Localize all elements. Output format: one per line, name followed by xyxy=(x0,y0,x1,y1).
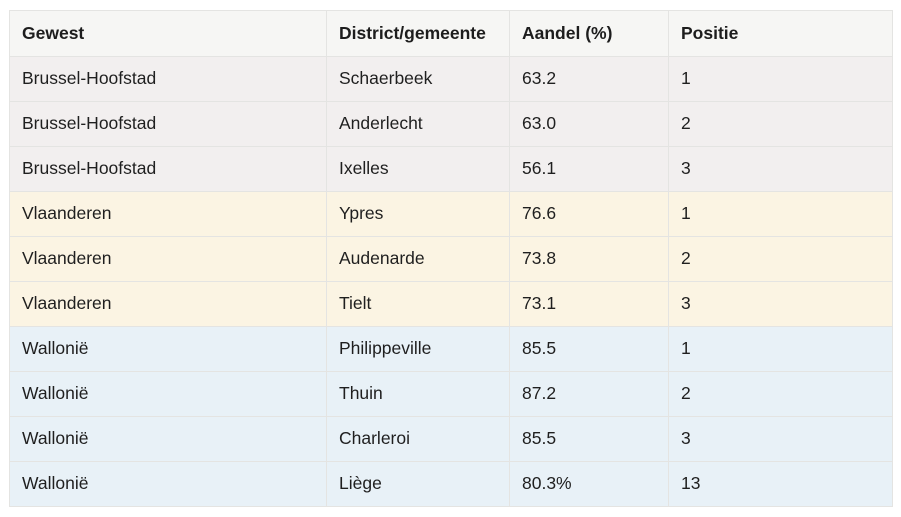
cell-region: Wallonië xyxy=(9,416,327,462)
table-row: Brussel-Hoofstad Ixelles 56.1 3 xyxy=(9,146,893,192)
header-row: Gewest District/gemeente Aandel (%) Posi… xyxy=(9,10,893,57)
results-table-container: Gewest District/gemeente Aandel (%) Posi… xyxy=(9,10,893,507)
column-header-gewest: Gewest xyxy=(9,10,327,57)
table-body: Brussel-Hoofstad Schaerbeek 63.2 1 Bruss… xyxy=(9,56,893,507)
cell-share: 63.0 xyxy=(509,101,669,147)
table-row: Vlaanderen Audenarde 73.8 2 xyxy=(9,236,893,282)
cell-share: 63.2 xyxy=(509,56,669,102)
cell-position: 3 xyxy=(668,146,893,192)
cell-share: 80.3% xyxy=(509,461,669,507)
cell-region: Brussel-Hoofstad xyxy=(9,101,327,147)
cell-share: 87.2 xyxy=(509,371,669,417)
cell-share: 73.8 xyxy=(509,236,669,282)
results-table: Gewest District/gemeente Aandel (%) Posi… xyxy=(9,10,893,507)
cell-district: Tielt xyxy=(326,281,510,327)
table-row: Wallonië Philippeville 85.5 1 xyxy=(9,326,893,372)
cell-district: Liège xyxy=(326,461,510,507)
table-row: Vlaanderen Ypres 76.6 1 xyxy=(9,191,893,237)
table-row: Brussel-Hoofstad Anderlecht 63.0 2 xyxy=(9,101,893,147)
cell-share: 85.5 xyxy=(509,416,669,462)
cell-region: Brussel-Hoofstad xyxy=(9,56,327,102)
cell-district: Thuin xyxy=(326,371,510,417)
cell-position: 1 xyxy=(668,56,893,102)
cell-position: 1 xyxy=(668,326,893,372)
cell-district: Schaerbeek xyxy=(326,56,510,102)
cell-position: 1 xyxy=(668,191,893,237)
cell-district: Ypres xyxy=(326,191,510,237)
cell-district: Audenarde xyxy=(326,236,510,282)
cell-share: 56.1 xyxy=(509,146,669,192)
cell-district: Anderlecht xyxy=(326,101,510,147)
cell-district: Philippeville xyxy=(326,326,510,372)
table-row: Wallonië Thuin 87.2 2 xyxy=(9,371,893,417)
cell-region: Wallonië xyxy=(9,371,327,417)
cell-position: 13 xyxy=(668,461,893,507)
cell-position: 2 xyxy=(668,236,893,282)
cell-position: 2 xyxy=(668,101,893,147)
cell-region: Wallonië xyxy=(9,326,327,372)
cell-position: 2 xyxy=(668,371,893,417)
table-header: Gewest District/gemeente Aandel (%) Posi… xyxy=(9,10,893,57)
table-row: Wallonië Charleroi 85.5 3 xyxy=(9,416,893,462)
cell-district: Charleroi xyxy=(326,416,510,462)
cell-share: 76.6 xyxy=(509,191,669,237)
cell-share: 85.5 xyxy=(509,326,669,372)
column-header-district: District/gemeente xyxy=(326,10,510,57)
column-header-aandel: Aandel (%) xyxy=(509,10,669,57)
column-header-positie: Positie xyxy=(668,10,893,57)
table-row: Wallonië Liège 80.3% 13 xyxy=(9,461,893,507)
cell-region: Vlaanderen xyxy=(9,191,327,237)
cell-district: Ixelles xyxy=(326,146,510,192)
cell-position: 3 xyxy=(668,281,893,327)
cell-region: Vlaanderen xyxy=(9,236,327,282)
cell-region: Brussel-Hoofstad xyxy=(9,146,327,192)
cell-position: 3 xyxy=(668,416,893,462)
table-row: Brussel-Hoofstad Schaerbeek 63.2 1 xyxy=(9,56,893,102)
cell-share: 73.1 xyxy=(509,281,669,327)
table-row: Vlaanderen Tielt 73.1 3 xyxy=(9,281,893,327)
cell-region: Wallonië xyxy=(9,461,327,507)
cell-region: Vlaanderen xyxy=(9,281,327,327)
